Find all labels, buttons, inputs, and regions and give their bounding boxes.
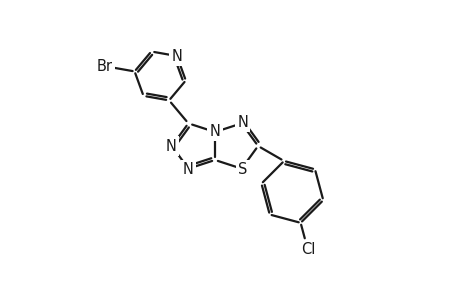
Text: N: N — [165, 139, 176, 154]
Text: Br: Br — [97, 59, 113, 74]
Text: S: S — [237, 162, 247, 177]
Text: N: N — [209, 124, 220, 139]
Text: Cl: Cl — [300, 242, 314, 257]
Text: N: N — [237, 115, 247, 130]
Text: N: N — [171, 49, 182, 64]
Text: N: N — [183, 162, 193, 177]
